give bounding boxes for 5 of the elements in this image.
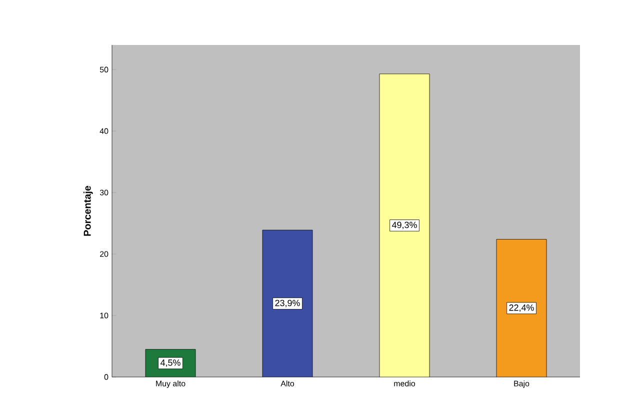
data-label: 22,4%: [509, 304, 534, 312]
data-label: 49,3%: [392, 222, 417, 230]
data-label: 23,9%: [275, 300, 300, 308]
y-axis-title: Porcentaje: [83, 186, 93, 236]
data-label: 4,5%: [160, 359, 180, 367]
